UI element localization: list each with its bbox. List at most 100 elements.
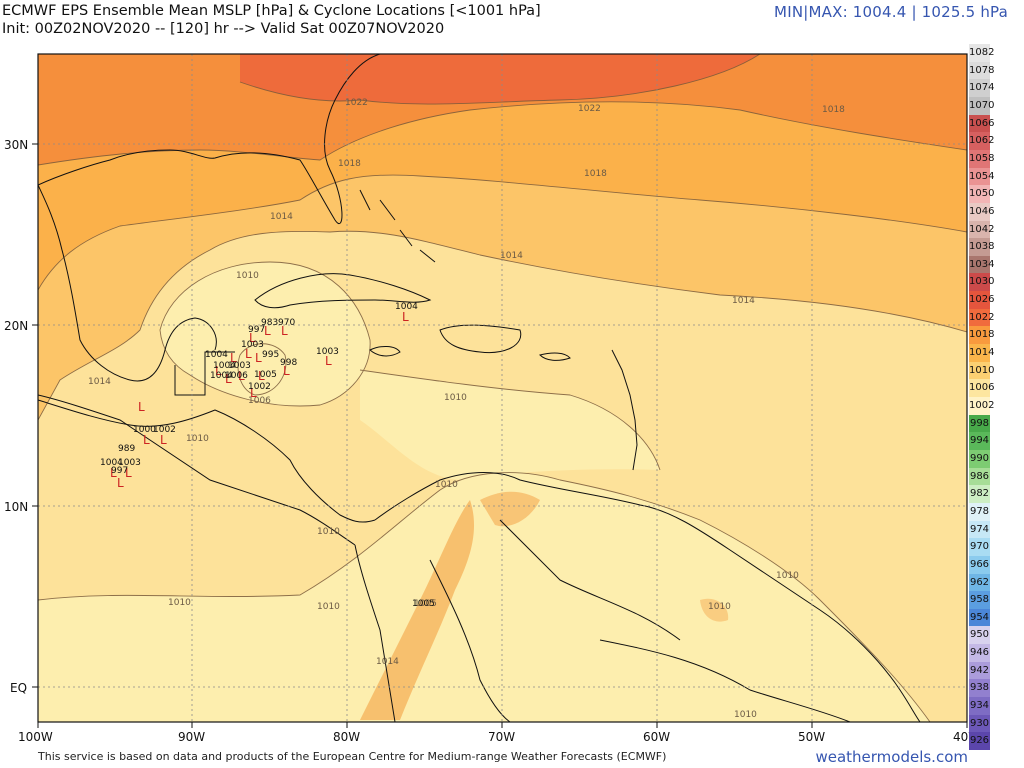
border-venezuela: [499, 519, 681, 641]
colorbar-swatch: [969, 591, 990, 610]
isobar-label: 1010: [317, 527, 340, 537]
colorbar-label: 1074: [969, 82, 995, 94]
cyclone-pressure: 1002: [153, 425, 176, 435]
isobar-label: 1014: [732, 296, 755, 306]
cyclone-marker: L: [258, 369, 265, 383]
cyclone-marker: L: [215, 364, 222, 378]
colorbar-label: 1062: [969, 135, 995, 147]
colorbar-swatch: [969, 397, 990, 416]
colorbar-label: 986: [969, 470, 990, 482]
colorbar-label: 926: [969, 735, 990, 747]
colorbar-swatch: [969, 538, 990, 557]
colorbar-swatch: [969, 449, 990, 469]
colorbar-label: 970: [969, 541, 990, 553]
map-title: ECMWF EPS Ensemble Mean MSLP [hPa] & Cyc…: [2, 2, 541, 38]
colorbar-label: 938: [969, 682, 990, 694]
cyclone-pressure: 1005: [412, 599, 435, 609]
colorbar-label: 1014: [969, 347, 995, 359]
cyclone-marker: L: [110, 466, 117, 480]
colorbar-swatch: [969, 308, 990, 327]
lon-label: 100W: [18, 730, 53, 744]
isobar-label: 1014: [270, 212, 293, 222]
colorbar-label: 1042: [969, 223, 995, 235]
lon-label: 90W: [178, 730, 205, 744]
colorbar-swatch: [969, 555, 990, 574]
colorbar-swatch: [969, 714, 990, 733]
coast-cuba: [254, 273, 432, 309]
brand-link[interactable]: weathermodels.com: [815, 748, 968, 766]
isobar-label: 1010: [734, 710, 757, 720]
isobar-1006: [237, 343, 287, 396]
cyclone-pressure: 1003: [118, 458, 141, 468]
cyclone-pressure: 998: [280, 358, 297, 368]
cyclone-pressure: 997: [248, 325, 265, 335]
isobar-1010-c: [38, 472, 931, 722]
colorbar-label: 946: [969, 647, 990, 659]
cyclone-marker: L: [402, 310, 409, 324]
isobar-1010-a: [159, 261, 371, 407]
cyclone-marker: L: [160, 433, 167, 447]
cyclone-marker: L: [117, 476, 124, 490]
coast-puerto-rico: [539, 352, 571, 361]
coast-south-america: [374, 472, 921, 722]
colorbar-swatch: [969, 238, 990, 257]
colorbar-label: 1058: [969, 152, 995, 164]
land-ridge-andes: [360, 500, 475, 720]
colorbar-label: 1022: [969, 311, 995, 323]
cyclone-pressure: 1004: [210, 371, 233, 381]
coast-us-gulf: [38, 54, 381, 224]
isobar-label: 1010: [776, 571, 799, 581]
isobar-label: 1005: [414, 599, 437, 609]
colorbar-swatch: [969, 326, 990, 345]
isobar-1018: [38, 174, 967, 291]
colorbar-label: 962: [969, 576, 990, 588]
cyclone-marker: L: [325, 354, 332, 368]
colorbar-swatch: [969, 79, 990, 98]
cyclone-pressure: 1004: [205, 350, 228, 360]
isobar-label: 1010: [444, 393, 467, 403]
cyclone-pressure: 989: [118, 444, 135, 454]
colorbar-swatch: [969, 185, 990, 204]
colorbar-swatch: [969, 644, 990, 663]
coast-jamaica: [369, 346, 401, 357]
isobar-1014: [38, 230, 967, 421]
colorbar-swatch: [969, 114, 990, 133]
isobar-label: 1018: [584, 169, 607, 179]
coast-bahamas: [359, 189, 436, 263]
coast-yucatan: [174, 351, 235, 396]
lat-label: 30N: [4, 138, 28, 152]
colorbar-label: 998: [969, 417, 990, 429]
colorbar-label: 974: [969, 523, 990, 535]
colorbar-label: 1034: [969, 258, 995, 270]
colorbar-label: 1018: [969, 329, 995, 341]
colorbar-label: 930: [969, 717, 990, 729]
colorbar-label: 982: [969, 488, 990, 500]
colorbar-swatch: [969, 167, 990, 186]
cyclone-pressure: 995: [262, 350, 279, 360]
cyclone-marker: L: [225, 372, 232, 386]
colorbar-label: 1038: [969, 241, 995, 253]
cyclone-marker: L: [230, 351, 237, 365]
cyclone-pressure: 1004: [395, 302, 418, 312]
min-max-readout: MIN|MAX: 1004.4 | 1025.5 hPa: [774, 3, 1008, 21]
colorbar-swatch: [969, 361, 990, 380]
colorbar-swatch: [969, 379, 990, 398]
colorbar-label: 1030: [969, 276, 995, 288]
colorbar-swatch: [969, 202, 990, 221]
lat-label: EQ: [10, 681, 27, 695]
colorbar-swatch: [969, 661, 990, 680]
isobar-label: 1014: [376, 657, 399, 667]
colorbar-label: 990: [969, 452, 990, 464]
colorbar-label: 1066: [969, 117, 995, 129]
cyclone-pressure: 1006: [225, 371, 248, 381]
cyclone-pressure: 1003: [241, 340, 264, 350]
colorbar-swatch: [969, 44, 990, 63]
low-1010-nw-caribbean: [160, 262, 371, 406]
border-colombia: [429, 559, 511, 722]
isobar-label: 1014: [88, 377, 111, 387]
colorbar-swatch: [969, 502, 990, 522]
colorbar-label: 1070: [969, 99, 995, 111]
coast-pacific-ca: [38, 394, 356, 546]
colorbar-label: 1082: [969, 47, 995, 58]
attribution-text: This service is based on data and produc…: [38, 750, 667, 763]
